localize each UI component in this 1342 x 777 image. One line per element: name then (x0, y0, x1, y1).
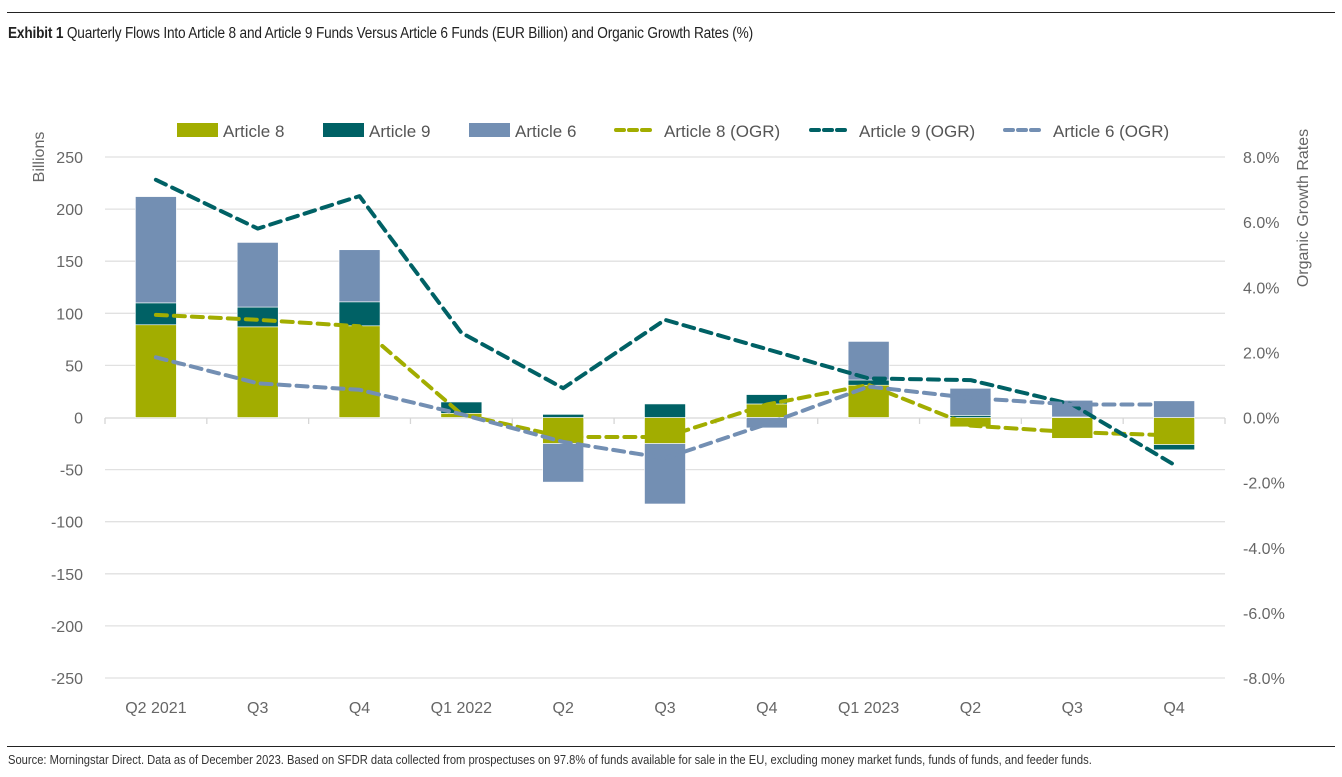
y-tick-label-right: -8.0% (1243, 671, 1285, 688)
legend-swatch (323, 123, 364, 137)
bar-article-8 (236, 326, 279, 418)
y-tick-label-right: -6.0% (1243, 606, 1285, 623)
bar-article-6 (949, 388, 992, 416)
bar-article-8 (644, 417, 686, 444)
x-tick-label: Q3 (1062, 700, 1083, 717)
y-axis-right: 8.0% 6.0% 4.0% 2.0% 0.0% -2.0% -4.0% -6.0% -8.0% (1243, 150, 1285, 688)
y-tick-label-right: 4.0% (1243, 280, 1279, 297)
bar-article-6 (542, 443, 584, 483)
y-tick-label-left: 250 (56, 150, 83, 167)
x-tick-label: Q2 (553, 700, 574, 717)
bar-article-8 (338, 325, 381, 418)
legend-swatch (469, 123, 510, 137)
y-tick-label-right: -2.0% (1243, 476, 1285, 493)
bar-article-9 (542, 414, 584, 418)
legend-label: Article 6 (515, 122, 576, 141)
y-tick-label-right: 0.0% (1243, 411, 1279, 428)
bar-article-6 (135, 196, 177, 304)
y-tick-label-left: -100 (51, 515, 83, 532)
y-tick-label-left: -200 (51, 619, 83, 636)
bar-article-6 (644, 443, 686, 505)
y-tick-label-right: -4.0% (1243, 541, 1285, 558)
bar-article-8 (1051, 417, 1094, 439)
legend-label: Article 8 (OGR) (664, 122, 780, 141)
bar-article-6 (236, 242, 279, 308)
y-tick-label-left: 0 (74, 411, 83, 428)
y-tick-label-left: 100 (56, 306, 83, 323)
bar-article-6 (847, 341, 890, 381)
legend: Article 8 Article 9 Article 6 Article 8 (OG… (177, 122, 1169, 141)
x-tick-label: Q4 (349, 700, 370, 717)
x-tick-label: Q4 (756, 700, 777, 717)
x-tick-label: Q4 (1163, 700, 1184, 717)
bar-article-9 (338, 301, 381, 327)
y-tick-label-left: 150 (56, 254, 83, 271)
y-tick-label-left: -250 (51, 671, 83, 688)
bar-article-8 (135, 324, 177, 418)
legend-label: Article 8 (223, 122, 284, 141)
gridlines (104, 156, 1226, 679)
bars (135, 196, 1195, 505)
x-tick-label: Q1 2023 (838, 700, 899, 717)
y-axis-left-title: Billions (31, 132, 48, 183)
y-tick-label-left: -50 (60, 463, 83, 480)
title-text: Quarterly Flows Into Article 8 and Artic… (66, 25, 754, 42)
bar-article-8 (542, 417, 584, 444)
bar-article-9 (236, 306, 279, 328)
y-tick-label-left: -150 (51, 567, 83, 584)
legend-swatch (177, 123, 218, 137)
y-axis-left: 250 200 150 100 50 0 -50 -100 -150 -200 -250 (51, 150, 83, 688)
y-tick-label-right: 8.0% (1243, 150, 1279, 167)
x-axis: Q2 2021 Q3 Q4 Q1 2022 Q2 Q3 Q4 Q1 2023 Q2 Q3 Q4 (125, 700, 1185, 717)
bar-article-6 (338, 249, 381, 303)
exhibit-label: Exhibit 1 (8, 25, 64, 42)
ogr-lines (153, 177, 1177, 467)
bar-article-9 (1153, 444, 1195, 451)
x-tick-label: Q3 (654, 700, 675, 717)
y-tick-label-right: 2.0% (1243, 345, 1279, 362)
legend-label: Article 9 (369, 122, 430, 141)
line-article-6-ogr- (153, 355, 1177, 461)
bar-article-9 (644, 403, 686, 418)
y-tick-label-left: 200 (56, 202, 83, 219)
chart-title: Exhibit 1 Quarterly Flows Into Article 8… (8, 25, 753, 43)
legend-label: Article 9 (OGR) (859, 122, 975, 141)
line-article-8-ogr- (153, 312, 1177, 439)
top-rule (7, 12, 1335, 13)
y-tick-label-right: 6.0% (1243, 215, 1279, 232)
bar-article-8 (1153, 417, 1195, 445)
x-tick-label: Q2 2021 (125, 700, 186, 717)
bar-article-9 (949, 415, 992, 418)
legend-label: Article 6 (OGR) (1053, 122, 1169, 141)
x-tick-label: Q1 2022 (431, 700, 492, 717)
x-tick-label: Q3 (247, 700, 268, 717)
bar-article-6 (746, 417, 788, 429)
line-article-9-ogr- (153, 177, 1177, 467)
y-axis-right-title: Organic Growth Rates (1295, 129, 1312, 287)
source-note: Source: Morningstar Direct. Data as of D… (8, 752, 1092, 767)
x-tick-label: Q2 (960, 700, 981, 717)
y-tick-label-left: 50 (65, 358, 83, 375)
bottom-rule (7, 746, 1335, 747)
